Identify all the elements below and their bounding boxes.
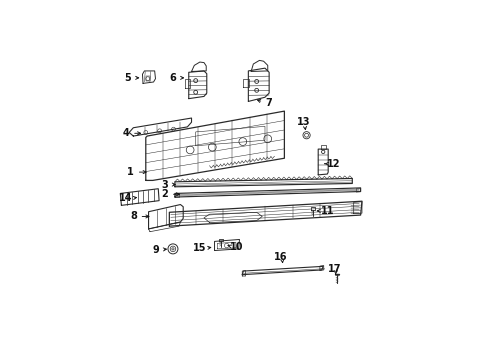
Text: 6: 6 bbox=[170, 73, 176, 83]
Text: 9: 9 bbox=[152, 245, 159, 255]
Text: 12: 12 bbox=[327, 159, 341, 169]
Text: 8: 8 bbox=[130, 211, 137, 221]
Text: 11: 11 bbox=[320, 206, 334, 216]
Text: 4: 4 bbox=[122, 128, 129, 138]
Text: 13: 13 bbox=[296, 117, 310, 127]
Text: 15: 15 bbox=[193, 243, 207, 253]
Text: 17: 17 bbox=[328, 264, 342, 274]
Text: 16: 16 bbox=[274, 252, 288, 262]
Text: 14: 14 bbox=[119, 193, 133, 203]
Text: 10: 10 bbox=[230, 242, 244, 252]
Text: 1: 1 bbox=[127, 167, 134, 177]
Text: 3: 3 bbox=[161, 180, 168, 190]
Text: 2: 2 bbox=[161, 189, 168, 199]
Text: 7: 7 bbox=[266, 98, 272, 108]
Text: 5: 5 bbox=[124, 73, 131, 83]
